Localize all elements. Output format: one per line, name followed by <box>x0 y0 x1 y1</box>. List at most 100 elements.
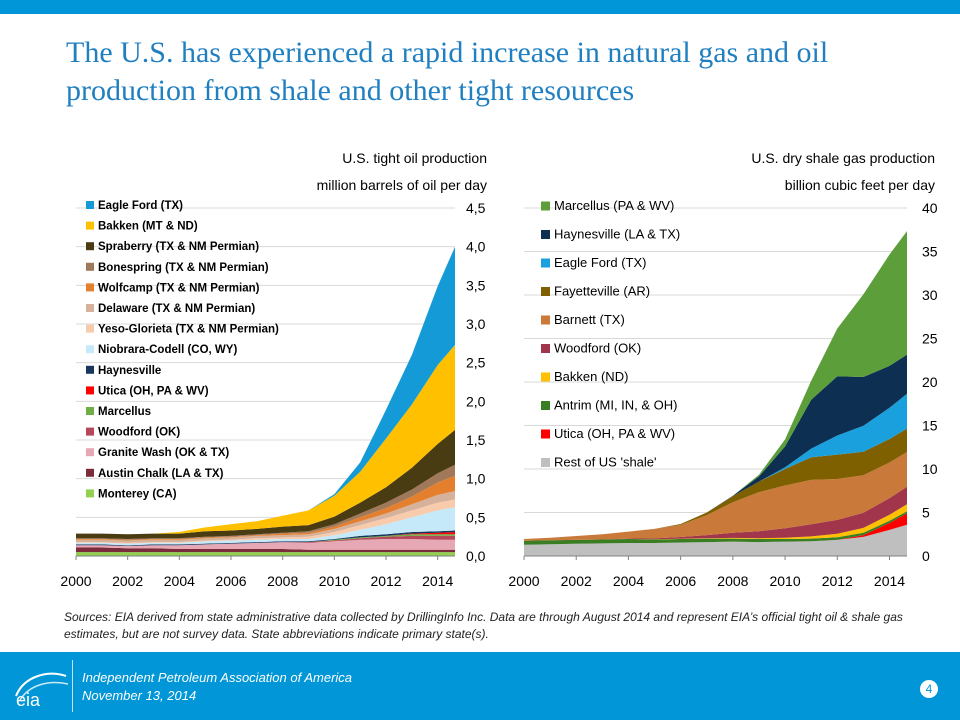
area-marcellus <box>76 534 455 546</box>
legend-label-spraberry-tx-nm-permian: Spraberry (TX & NM Permian) <box>98 241 259 253</box>
legend-swatch-bakken-nd <box>541 372 550 382</box>
legend-swatch-woodford-ok <box>86 427 94 436</box>
legend-label-bonespring-tx-nm-permian: Bonespring (TX & NM Permian) <box>98 262 269 274</box>
legend-label-marcellus: Marcellus <box>98 406 151 418</box>
x-tick-label: 2004 <box>164 573 195 589</box>
area-spraberry-tx-nm-permian <box>76 429 455 539</box>
area-bakken-mt-nd <box>76 344 455 535</box>
legend-swatch-yeso-glorieta-tx-nm-permian <box>86 324 94 333</box>
legend-swatch-marcellus-pa-wv <box>541 201 550 211</box>
area-haynesville-la-tx <box>524 354 907 539</box>
page-number: 4 <box>920 680 938 698</box>
area-delaware-tx-nm-permian <box>76 491 455 543</box>
y-tick-label: 5 <box>922 505 930 521</box>
chart-title: U.S. dry shale gas production <box>751 150 935 166</box>
x-tick-label: 2012 <box>822 573 853 589</box>
legend-label-haynesville: Haynesville <box>98 365 161 377</box>
legend-swatch-utica-oh-pa-wv <box>86 386 94 395</box>
legend-swatch-marcellus <box>86 407 94 415</box>
legend-swatch-monterey-ca <box>86 489 94 498</box>
footer-bar: eia Independent Petroleum Association of… <box>0 652 960 720</box>
legend-label-bakken-nd: Bakken (ND) <box>554 369 628 384</box>
y-tick-label: 2,5 <box>466 355 486 371</box>
y-tick-label: 4,5 <box>466 200 486 216</box>
legend-swatch-woodford-ok <box>541 344 550 353</box>
area-barnett-tx <box>524 452 907 541</box>
legend-swatch-austin-chalk-la-tx <box>86 468 94 477</box>
chart-title: U.S. tight oil production <box>342 150 487 166</box>
eia-logo-swoosh <box>15 672 67 697</box>
legend-swatch-bakken-mt-nd <box>86 221 94 230</box>
y-tick-label: 0 <box>922 548 930 564</box>
legend-swatch-haynesville <box>86 365 94 374</box>
x-tick-label: 2010 <box>319 573 350 589</box>
legend-label-austin-chalk-la-tx: Austin Chalk (LA & TX) <box>98 468 224 480</box>
legend-label-bakken-mt-nd: Bakken (MT & ND) <box>98 221 198 233</box>
y-tick-label: 1,0 <box>466 471 486 487</box>
legend-label-utica-oh-pa-wv: Utica (OH, PA & WV) <box>554 426 675 441</box>
eia-logo: eia <box>15 672 69 710</box>
y-axis-unit-label: million barrels of oil per day <box>317 177 487 193</box>
y-tick-label: 15 <box>922 418 938 434</box>
legend-swatch-fayetteville-ar <box>541 287 550 296</box>
y-tick-label: 3,0 <box>466 316 486 332</box>
legend-swatch-granite-wash-ok-tx <box>86 448 94 457</box>
x-tick-label: 2010 <box>769 573 800 589</box>
slide-title: The U.S. has experienced a rapid increas… <box>66 36 829 107</box>
legend-label-marcellus-pa-wv: Marcellus (PA & WV) <box>554 198 674 213</box>
area-haynesville <box>76 530 455 546</box>
x-tick-label: 2000 <box>508 573 539 589</box>
legend-swatch-eagle-ford-tx <box>541 258 550 268</box>
legend-label-woodford-ok: Woodford (OK) <box>98 427 180 439</box>
legend-label-utica-oh-pa-wv: Utica (OH, PA & WV) <box>98 385 209 397</box>
eia-logo-text: eia <box>16 690 41 710</box>
y-tick-label: 20 <box>922 374 938 390</box>
area-rest-of-us-shale <box>524 524 907 556</box>
area-granite-wash-ok-tx <box>76 539 455 550</box>
footer-date: November 13, 2014 <box>82 688 197 703</box>
legend-label-antrim-mi-in-oh: Antrim (MI, IN, & OH) <box>554 398 678 413</box>
legend-label-niobrara-codell-co-wy: Niobrara-Codell (CO, WY) <box>98 344 237 356</box>
sources-note: Sources: EIA derived from state administ… <box>64 610 903 641</box>
legend-label-haynesville-la-tx: Haynesville (LA & TX) <box>554 227 680 242</box>
legend-swatch-bonespring-tx-nm-permian <box>86 262 94 271</box>
legend-swatch-delaware-tx-nm-permian <box>86 304 94 312</box>
legend-swatch-antrim-mi-in-oh <box>541 401 550 410</box>
top-accent-bar <box>0 0 960 14</box>
footer-organization: Independent Petroleum Association of Ame… <box>82 670 353 685</box>
y-tick-label: 0,0 <box>466 548 486 564</box>
y-tick-label: 2,0 <box>466 393 486 409</box>
x-tick-label: 2000 <box>60 573 91 589</box>
y-tick-label: 40 <box>922 200 938 216</box>
legend-swatch-spraberry-tx-nm-permian <box>86 242 94 251</box>
y-tick-label: 3,5 <box>466 277 486 293</box>
tight-oil-chart: 2000 2002 2004 2006 2008 2010 2012 2014 0,0 0,5 1,… <box>60 150 487 589</box>
legend-label-eagle-ford-tx: Eagle Ford (TX) <box>554 255 646 270</box>
legend-label-woodford-ok: Woodford (OK) <box>554 341 641 356</box>
area-woodford-ok <box>76 535 455 546</box>
x-tick-label: 2002 <box>112 573 143 589</box>
legend-label-monterey-ca: Monterey (CA) <box>98 488 177 500</box>
legend-swatch-rest-of-us-shale <box>541 458 550 467</box>
x-tick-label: 2008 <box>717 573 748 589</box>
x-tick-label: 2004 <box>613 573 644 589</box>
legend-swatch-wolfcamp-tx-nm-permian <box>86 283 94 292</box>
legend-label-delaware-tx-nm-permian: Delaware (TX & NM Permian) <box>98 303 255 315</box>
x-tick-label: 2014 <box>874 573 905 589</box>
legend-label-rest-of-us-shale: Rest of US 'shale' <box>554 455 657 470</box>
x-tick-label: 2014 <box>422 573 453 589</box>
area-niobrara-codell-co-wy <box>76 507 455 546</box>
legend-swatch-utica-oh-pa-wv <box>541 429 550 439</box>
x-tick-label: 2002 <box>561 573 592 589</box>
y-tick-label: 25 <box>922 331 938 347</box>
y-tick-label: 30 <box>922 287 938 303</box>
x-tick-label: 2008 <box>267 573 298 589</box>
y-tick-label: 1,5 <box>466 432 486 448</box>
y-tick-label: 0,5 <box>466 509 486 525</box>
charts-area: 2000 2002 2004 2006 2008 2010 2012 2014 0,0 0,5 1,… <box>60 150 937 589</box>
legend-swatch-eagle-ford-tx <box>86 201 94 209</box>
legend-label-wolfcamp-tx-nm-permian: Wolfcamp (TX & NM Permian) <box>98 282 260 294</box>
shale-gas-chart: 2000 2002 2004 2006 2008 2010 2012 2014 0 5 10 15 20… <box>508 150 937 589</box>
legend-label-yeso-glorieta-tx-nm-permian: Yeso-Glorieta (TX & NM Permian) <box>98 324 279 336</box>
x-tick-label: 2006 <box>665 573 696 589</box>
